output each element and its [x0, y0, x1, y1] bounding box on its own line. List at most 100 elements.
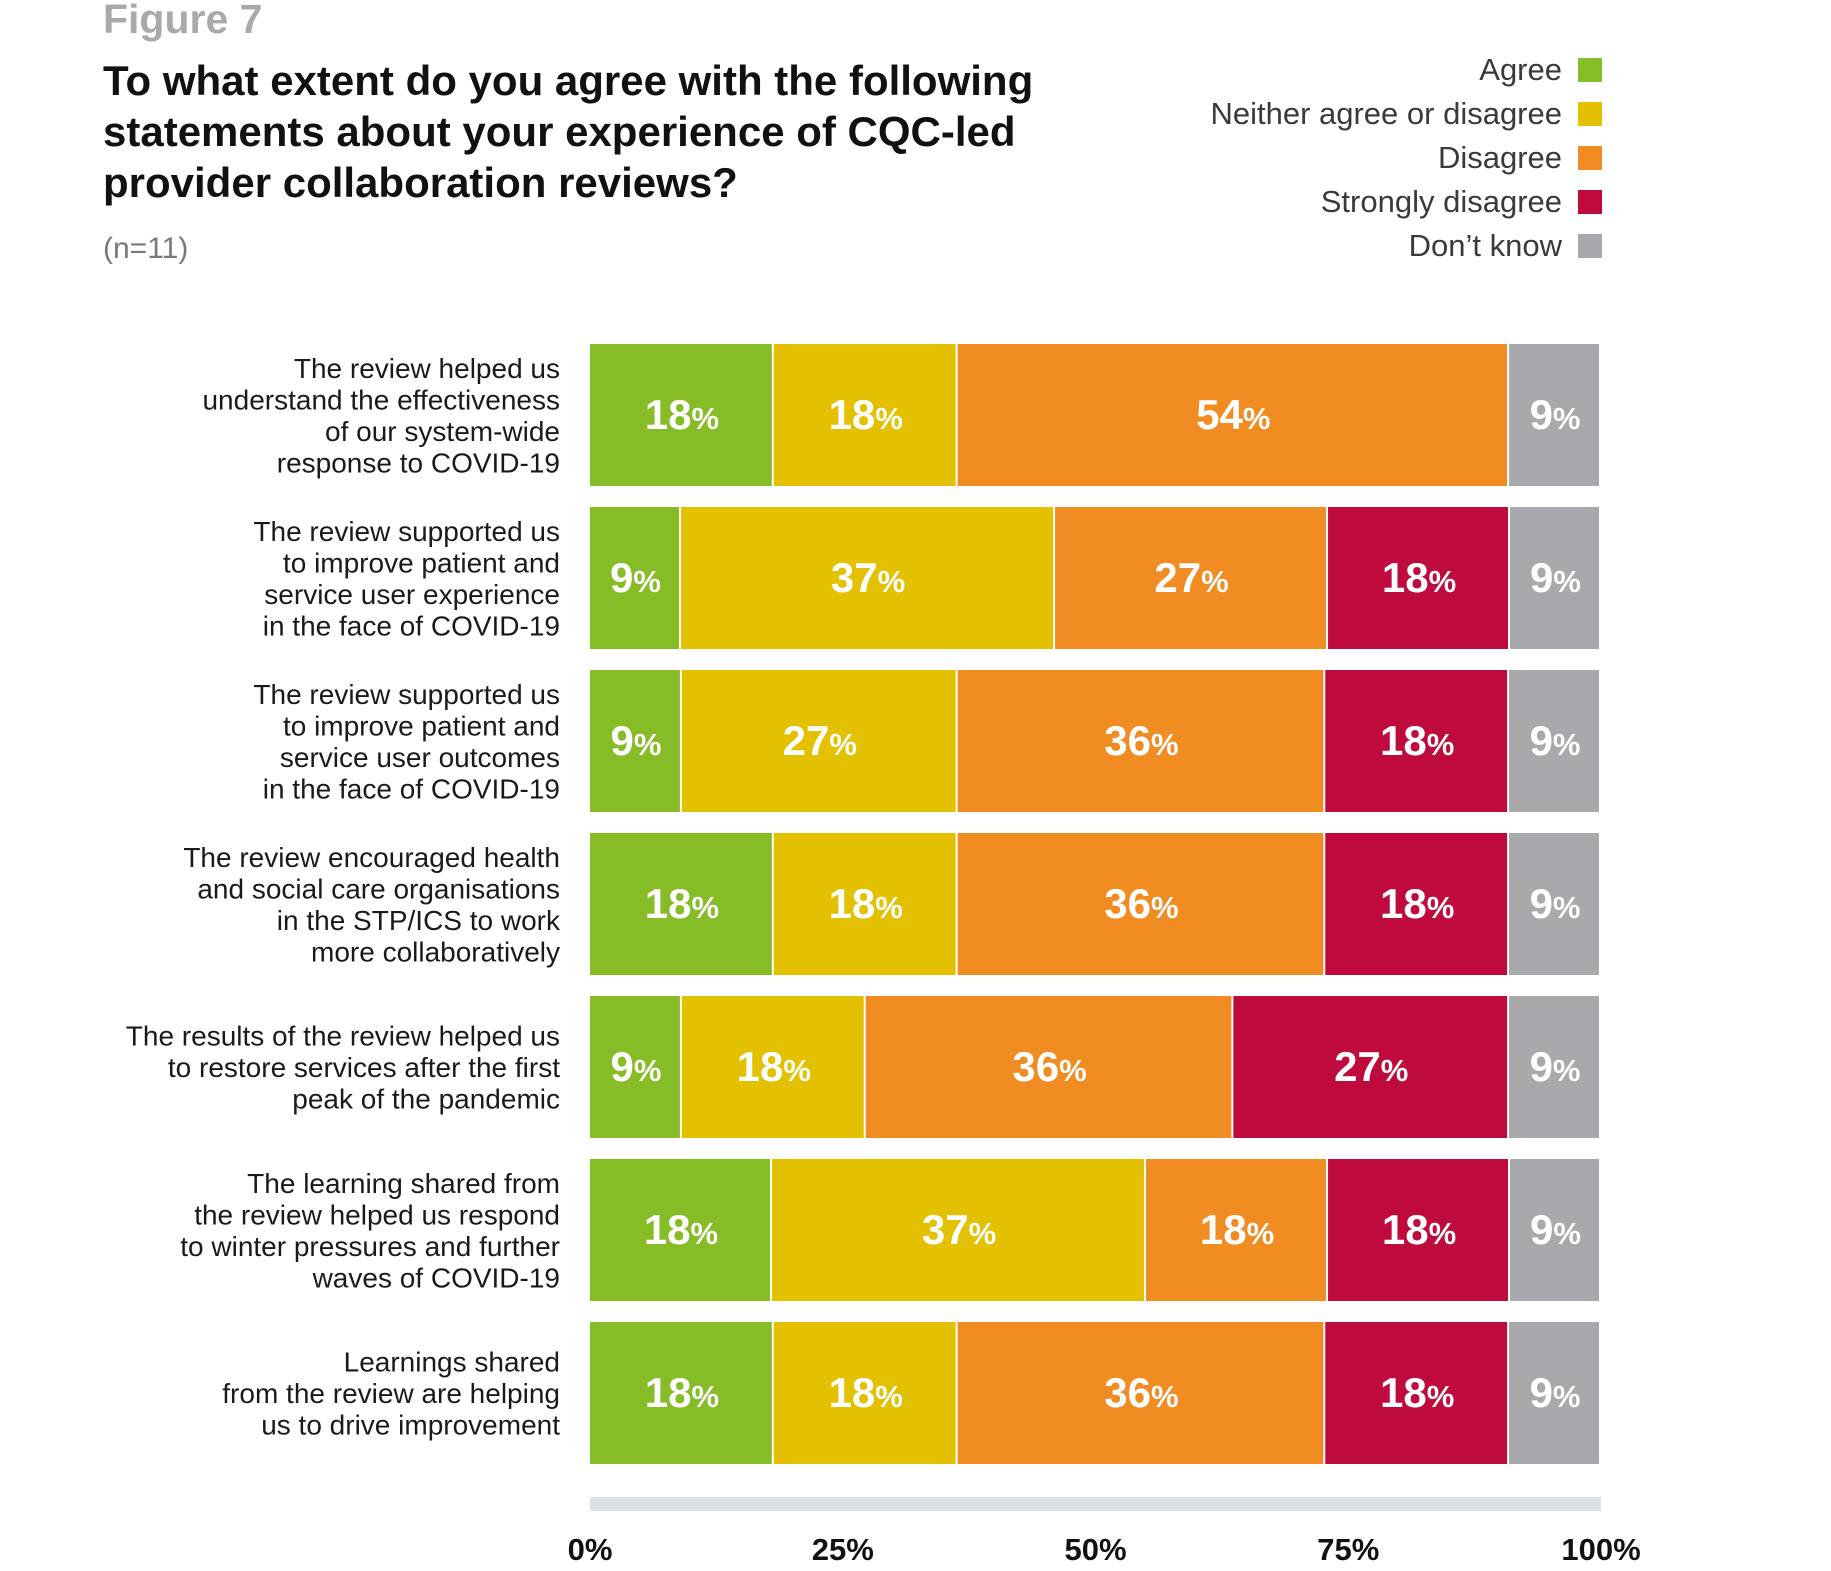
legend-label: Don’t know: [1408, 228, 1562, 263]
data-label-suffix: %: [1381, 1053, 1409, 1088]
bar-segment: [590, 833, 772, 975]
x-axis-track: [590, 1497, 1601, 1511]
data-label-suffix: %: [783, 1053, 811, 1088]
data-label-suffix: %: [1151, 890, 1179, 925]
data-label-suffix: %: [1427, 727, 1455, 762]
figure-label: Figure 7: [103, 0, 263, 42]
data-label-suffix: %: [1059, 1053, 1087, 1088]
category-label: The review helped us understand the effec…: [202, 353, 560, 479]
category-label-line: from the review are helping: [222, 1378, 560, 1409]
data-label: 18%: [737, 1043, 811, 1090]
category-label-line: waves of COVID-19: [312, 1262, 560, 1293]
data-label-value: 18: [829, 1369, 876, 1416]
data-label-suffix: %: [1553, 564, 1581, 599]
category-label: The learning shared from the review helpe…: [180, 1168, 560, 1294]
bar-segment: [773, 1322, 956, 1464]
data-label-suffix: %: [1201, 564, 1229, 599]
bar-segment: [681, 670, 956, 812]
category-label-line: The learning shared from: [247, 1168, 560, 1199]
bar-segment: [957, 1322, 1324, 1464]
category-label: The review supported us to improve patien…: [253, 516, 560, 642]
category-label-line: The review helped us: [294, 353, 560, 384]
category-label-line: peak of the pandemic: [292, 1084, 560, 1115]
bar-segment: [773, 344, 956, 486]
category-label-line: to improve patient and: [283, 547, 560, 578]
data-label-suffix: %: [634, 727, 662, 762]
data-label-value: 9: [610, 717, 633, 764]
category-label-line: The review supported us: [253, 679, 560, 710]
data-label-value: 18: [1382, 1206, 1429, 1253]
data-label: 18%: [645, 880, 719, 927]
data-label-value: 18: [1380, 880, 1427, 927]
data-label-value: 9: [610, 1043, 633, 1090]
data-label-suffix: %: [875, 401, 903, 436]
data-label-suffix: %: [878, 564, 906, 599]
category-label-line: more collaboratively: [311, 936, 560, 967]
data-label: 18%: [1200, 1206, 1274, 1253]
data-label: 27%: [1154, 554, 1228, 601]
data-label: 18%: [644, 1206, 718, 1253]
data-label-value: 54: [1196, 391, 1243, 438]
data-label-suffix: %: [1429, 1216, 1457, 1251]
data-label-value: 27: [1154, 554, 1201, 601]
legend-item: Neither agree or disagree: [1210, 92, 1602, 136]
data-label-suffix: %: [1151, 1379, 1179, 1414]
data-label-value: 18: [737, 1043, 784, 1090]
legend-swatch: [1578, 102, 1602, 126]
data-label-value: 18: [644, 1206, 691, 1253]
category-label-line: in the STP/ICS to work: [277, 905, 561, 936]
data-label-suffix: %: [1427, 890, 1455, 925]
data-label: 9%: [1530, 1043, 1581, 1090]
data-label-value: 9: [1530, 1043, 1553, 1090]
data-label: 9%: [1530, 1206, 1581, 1253]
category-label: The review supported us to improve patien…: [253, 679, 560, 805]
data-label: 9%: [1530, 717, 1581, 764]
category-label-line: to improve patient and: [283, 710, 560, 741]
data-label: 27%: [783, 717, 857, 764]
bar-segment: [1509, 996, 1599, 1138]
data-label-suffix: %: [1151, 727, 1179, 762]
data-label-value: 9: [1530, 391, 1553, 438]
data-label: 9%: [610, 554, 661, 601]
data-label: 18%: [829, 1369, 903, 1416]
bar-segment: [865, 996, 1232, 1138]
data-label-suffix: %: [1553, 1216, 1581, 1251]
data-label-suffix: %: [634, 1053, 662, 1088]
legend-label: Agree: [1479, 52, 1562, 87]
data-label-value: 27: [783, 717, 830, 764]
data-label: 37%: [922, 1206, 996, 1253]
data-label-suffix: %: [691, 1216, 719, 1251]
category-label-line: Learnings shared: [344, 1347, 560, 1378]
bar-segment: [1146, 1159, 1327, 1301]
data-label-suffix: %: [1429, 564, 1457, 599]
data-label-value: 37: [831, 554, 878, 601]
bar-segment: [681, 996, 864, 1138]
category-label-line: The review supported us: [253, 516, 560, 547]
data-label: 9%: [1530, 554, 1581, 601]
bar-segment: [1509, 833, 1599, 975]
bar-segment: [1328, 507, 1509, 649]
x-tick-label: 0%: [568, 1532, 613, 1567]
data-label: 37%: [831, 554, 905, 601]
data-label-value: 18: [1382, 554, 1429, 601]
data-label: 18%: [645, 1369, 719, 1416]
data-label-value: 18: [1380, 1369, 1427, 1416]
data-label-value: 36: [1104, 717, 1151, 764]
data-label-suffix: %: [1553, 727, 1581, 762]
category-label-line: service user experience: [264, 579, 560, 610]
bar-segment: [590, 344, 772, 486]
category-label-line: of our system-wide: [325, 416, 560, 447]
bar-segment: [1509, 670, 1599, 812]
legend-label: Strongly disagree: [1320, 184, 1562, 219]
data-label-suffix: %: [1427, 1379, 1455, 1414]
category-label-line: in the face of COVID-19: [263, 773, 560, 804]
data-label-suffix: %: [633, 564, 661, 599]
bar-segment: [1510, 507, 1599, 649]
data-label: 27%: [1334, 1043, 1408, 1090]
data-label-suffix: %: [1553, 1379, 1581, 1414]
data-label-value: 9: [1530, 717, 1553, 764]
bar-segment: [1509, 344, 1599, 486]
data-label: 36%: [1012, 1043, 1086, 1090]
category-label-line: to winter pressures and further: [180, 1231, 560, 1262]
bar-segment: [1510, 1159, 1599, 1301]
